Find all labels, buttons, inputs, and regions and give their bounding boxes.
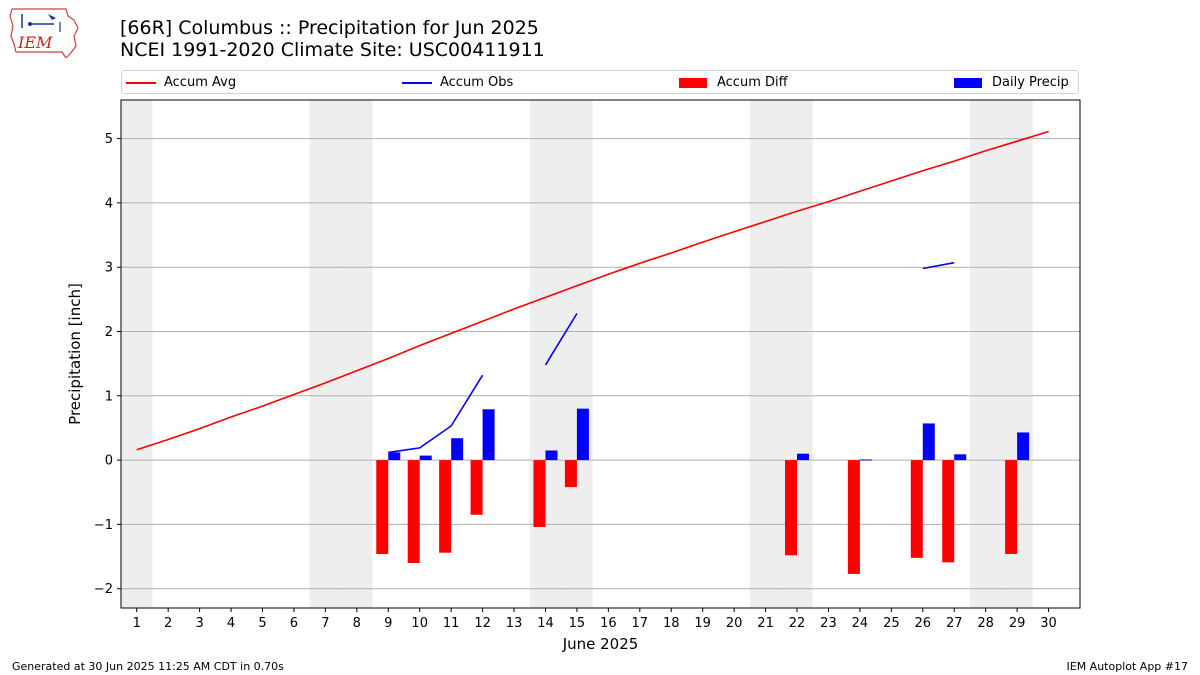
xtick-label-10: 10 [411,616,428,631]
bar-daily-precip-day-9 [388,452,401,461]
xtick-label-19: 19 [694,616,711,631]
bar-accum-diff-day-14 [533,460,546,527]
line-accum-obs-segment-3 [922,261,955,270]
bar-daily-precip-day-24 [859,459,872,461]
xtick-label-8: 8 [353,616,361,631]
ytick-label-3: 3 [105,261,113,276]
bar-daily-precip-day-11 [451,438,464,461]
bar-daily-precip-day-10 [419,455,432,461]
bar-accum-diff-day-10 [407,460,420,563]
x-axis-label: June 2025 [562,635,639,653]
ytick-label-5: 5 [105,132,113,147]
logo-text: IEM [17,33,53,52]
y-axis-label: Precipitation [inch] [66,283,84,425]
chart-title: [66R] Columbus :: Precipitation for Jun … [120,17,539,39]
xtick-label-4: 4 [227,616,235,631]
plot-area [121,100,1080,608]
legend: Accum Avg Accum Obs Accum Diff Daily Pre… [121,70,1079,94]
xtick-label-12: 12 [474,616,491,631]
legend-swatch-accum-obs [402,82,432,84]
ytick-label-4: 4 [105,196,113,211]
line-accum-obs-segment-2 [544,313,578,366]
line-accum-obs-segment-1 [388,374,484,454]
weekend-shade-day-28 [969,100,1002,608]
xtick-label-22: 22 [789,616,806,631]
xtick-label-3: 3 [195,616,203,631]
legend-label-daily-precip: Daily Precip [992,75,1069,90]
bar-accum-diff-day-29 [1005,460,1018,554]
bar-daily-precip-day-26 [922,423,935,461]
plot-frame [120,99,1081,609]
ytick-label-1: 1 [105,389,113,404]
bar-accum-diff-day-27 [942,460,955,563]
xtick-label-5: 5 [258,616,266,631]
ytick-label-0: 0 [105,454,113,469]
xtick-label-23: 23 [820,616,837,631]
bar-accum-diff-day-12 [470,460,483,515]
legend-swatch-daily-precip [954,78,982,88]
weekend-shade-day-14 [529,100,562,608]
xtick-label-1: 1 [133,616,141,631]
xtick-label-6: 6 [290,616,298,631]
legend-swatch-accum-avg [126,82,156,84]
xtick-label-18: 18 [663,616,680,631]
bar-daily-precip-day-27 [954,454,967,461]
footer-app: IEM Autoplot App #17 [1066,660,1189,673]
line-accum-avg-segment-1 [136,130,1049,451]
xtick-label-20: 20 [726,616,743,631]
xtick-label-17: 17 [632,616,649,631]
weekend-shade-day-1 [121,100,153,608]
legend-label-accum-obs: Accum Obs [440,75,514,90]
bar-accum-diff-day-24 [847,460,860,574]
bar-accum-diff-day-26 [910,460,923,558]
bar-accum-diff-day-22 [785,460,798,556]
xtick-label-26: 26 [915,616,932,631]
ytick-label-2: 2 [105,325,113,340]
weekend-shade-day-8 [341,100,373,608]
weekend-shade-day-15 [561,100,593,608]
legend-label-accum-diff: Accum Diff [717,75,788,90]
legend-label-accum-avg: Accum Avg [164,75,237,90]
xtick-label-28: 28 [977,616,994,631]
xtick-label-21: 21 [757,616,774,631]
xtick-label-16: 16 [600,616,617,631]
xtick-label-14: 14 [537,616,554,631]
ytick-label--2: −2 [94,582,113,597]
xtick-label-9: 9 [384,616,392,631]
xtick-label-13: 13 [506,616,523,631]
bar-accum-diff-day-11 [439,460,452,553]
legend-swatch-accum-diff [679,78,707,88]
chart-subtitle: NCEI 1991-2020 Climate Site: USC00411911 [120,39,545,61]
ytick-label--1: −1 [94,518,113,533]
bar-daily-precip-day-14 [545,450,558,461]
footer-generated: Generated at 30 Jun 2025 11:25 AM CDT in… [12,660,284,673]
weekend-shade-day-21 [749,100,782,608]
xtick-label-25: 25 [883,616,900,631]
weekend-shade-day-7 [309,100,342,608]
xtick-label-24: 24 [852,616,869,631]
xtick-label-29: 29 [1009,616,1026,631]
bar-daily-precip-day-29 [1017,432,1030,461]
xtick-label-2: 2 [164,616,172,631]
xtick-label-27: 27 [946,616,963,631]
bar-accum-diff-day-15 [564,460,577,488]
xtick-label-7: 7 [321,616,329,631]
xtick-label-15: 15 [569,616,586,631]
xtick-label-30: 30 [1040,616,1057,631]
iem-logo: IEM [9,8,79,58]
bar-accum-diff-day-9 [376,460,389,554]
bar-daily-precip-day-22 [797,453,810,461]
bar-daily-precip-day-15 [576,408,589,461]
bar-daily-precip-day-12 [482,409,495,461]
xtick-label-11: 11 [443,616,460,631]
